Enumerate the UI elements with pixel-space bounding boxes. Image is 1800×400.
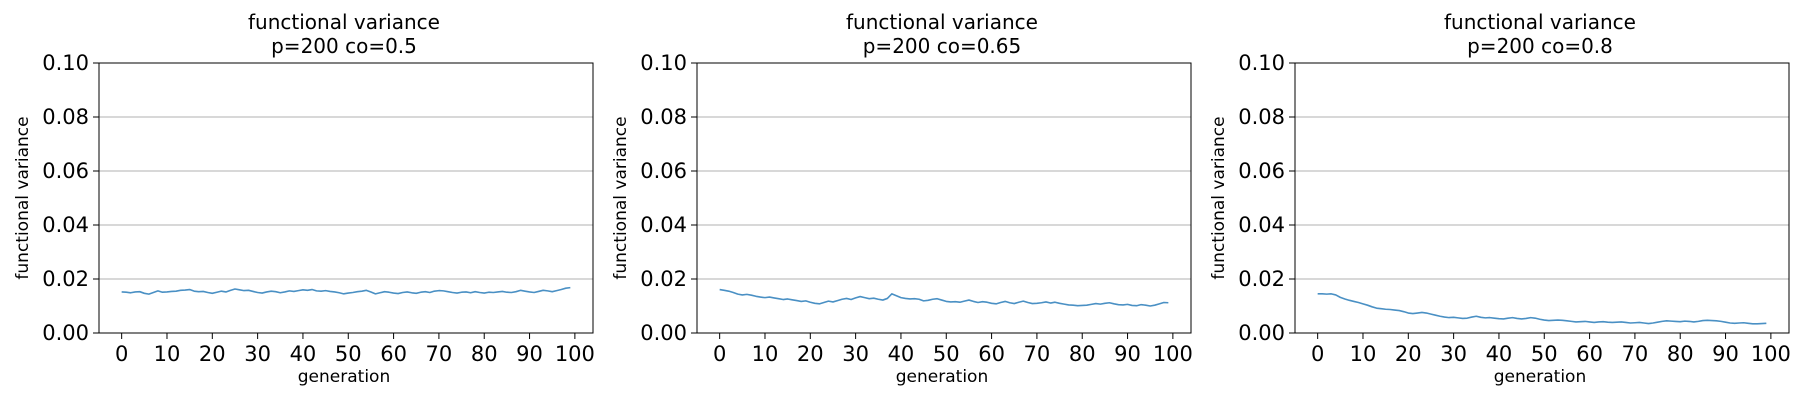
y-tick-label: 0.00	[42, 321, 89, 345]
subplot-1: functional variance p=200 co=0.5 functio…	[13, 10, 595, 387]
x-tick-label: 30	[244, 342, 271, 366]
x-tick-label: 20	[1395, 342, 1422, 366]
series-line	[719, 288, 1169, 307]
x-tick-label: 80	[471, 342, 498, 366]
y-tick-label: 0.04	[640, 213, 687, 237]
subplot-title: functional variance	[846, 10, 1038, 34]
x-tick-label: 100	[1751, 342, 1791, 366]
y-tick-label: 0.02	[640, 267, 687, 291]
axes-frame	[98, 62, 594, 334]
plot-area: 0.00 0.02 0.04 0.06 0.08 0.10 0 10 20 30 40 50 60 70 8…	[1238, 51, 1791, 366]
y-tick-label: 0.02	[42, 267, 89, 291]
plot-area: 0.00 0.02 0.04 0.06 0.08 0.10 0 10 20 30 40 50 60 70 8…	[42, 51, 595, 366]
y-axis-label: functional variance	[1209, 116, 1229, 279]
series-line	[121, 286, 571, 295]
y-tick-label: 0.10	[1238, 51, 1285, 75]
x-tick-label: 60	[380, 342, 407, 366]
x-tick-label: 0	[1311, 342, 1324, 366]
x-tick-label: 50	[1531, 342, 1558, 366]
x-tick-label: 40	[290, 342, 317, 366]
x-tick-label: 90	[1712, 342, 1739, 366]
x-tick-label: 80	[1667, 342, 1694, 366]
subplot-2: functional variance p=200 co=0.65 functi…	[611, 10, 1193, 387]
x-tick-label: 90	[516, 342, 543, 366]
x-tick-label: 0	[713, 342, 726, 366]
y-tick-label: 0.00	[640, 321, 687, 345]
y-tick-label: 0.10	[640, 51, 687, 75]
subplot-subtitle: p=200 co=0.8	[1467, 34, 1613, 58]
y-tick-label: 0.06	[42, 159, 89, 183]
x-tick-label: 0	[115, 342, 128, 366]
y-tick-label: 0.06	[640, 159, 687, 183]
subplot-subtitle: p=200 co=0.65	[863, 34, 1022, 58]
x-tick-label: 10	[752, 342, 779, 366]
x-axis-label: generation	[298, 367, 390, 387]
x-axis-label: generation	[1494, 367, 1586, 387]
subplot-subtitle: p=200 co=0.5	[271, 34, 417, 58]
axes-frame	[1294, 62, 1790, 334]
subplot-3: functional variance p=200 co=0.8 functio…	[1209, 10, 1791, 387]
y-tick-label: 0.04	[42, 213, 89, 237]
x-tick-label: 20	[797, 342, 824, 366]
x-tick-label: 50	[335, 342, 362, 366]
y-tick-label: 0.08	[640, 105, 687, 129]
x-tick-label: 50	[933, 342, 960, 366]
x-tick-label: 70	[1024, 342, 1051, 366]
subplot-title: functional variance	[1444, 10, 1636, 34]
subplot-title: functional variance	[248, 10, 440, 34]
x-tick-label: 60	[978, 342, 1005, 366]
x-tick-label: 40	[888, 342, 915, 366]
x-tick-label: 40	[1486, 342, 1513, 366]
x-tick-label: 70	[426, 342, 453, 366]
x-tick-label: 10	[154, 342, 181, 366]
axes-frame	[696, 62, 1192, 334]
x-tick-label: 30	[842, 342, 869, 366]
x-tick-label: 90	[1114, 342, 1141, 366]
plot-area: 0.00 0.02 0.04 0.06 0.08 0.10 0 10 20 30 40 50 60 70 8…	[640, 51, 1193, 366]
y-tick-label: 0.02	[1238, 267, 1285, 291]
x-tick-label: 100	[555, 342, 595, 366]
x-axis-label: generation	[896, 367, 988, 387]
x-tick-label: 10	[1350, 342, 1377, 366]
x-tick-label: 60	[1576, 342, 1603, 366]
series-line	[1317, 293, 1767, 325]
x-tick-label: 100	[1153, 342, 1193, 366]
x-tick-label: 30	[1440, 342, 1467, 366]
y-axis-label: functional variance	[611, 116, 631, 279]
y-tick-label: 0.04	[1238, 213, 1285, 237]
x-tick-label: 70	[1622, 342, 1649, 366]
y-tick-label: 0.06	[1238, 159, 1285, 183]
y-axis-label: functional variance	[13, 116, 33, 279]
x-tick-label: 80	[1069, 342, 1096, 366]
x-tick-label: 20	[199, 342, 226, 366]
y-tick-label: 0.10	[42, 51, 89, 75]
y-tick-label: 0.00	[1238, 321, 1285, 345]
y-tick-label: 0.08	[42, 105, 89, 129]
y-tick-label: 0.08	[1238, 105, 1285, 129]
